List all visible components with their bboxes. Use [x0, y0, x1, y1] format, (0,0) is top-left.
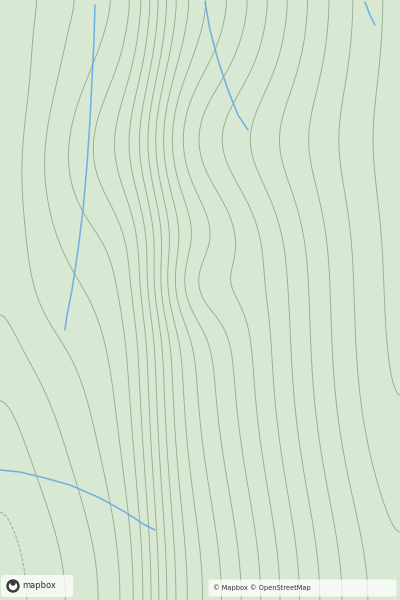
Text: © Mapbox © OpenStreetMap: © Mapbox © OpenStreetMap	[213, 584, 311, 591]
FancyBboxPatch shape	[208, 580, 396, 596]
FancyBboxPatch shape	[1, 575, 73, 597]
Circle shape	[11, 581, 15, 585]
Text: mapbox: mapbox	[22, 581, 56, 590]
Circle shape	[10, 583, 16, 589]
Circle shape	[7, 580, 19, 592]
